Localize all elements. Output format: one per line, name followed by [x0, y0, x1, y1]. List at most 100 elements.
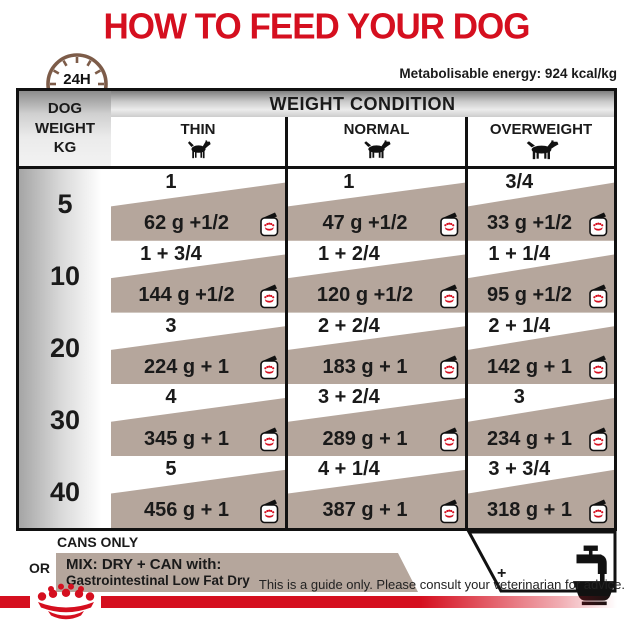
disclaimer-text: This is a guide only. Please consult you… — [258, 577, 625, 592]
column-label-overweight: OVERWEIGHT — [489, 121, 593, 138]
cell-5kg-overweight: 3/4 33 g +1/2 — [465, 169, 614, 241]
dry-amount: 142 g + 1 — [486, 355, 573, 378]
cups-amount: 1 — [343, 171, 355, 193]
cell-20kg-overweight: 2 + 1/4 142 g + 1 — [465, 312, 614, 385]
cans-only-label: CANS ONLY — [57, 534, 139, 550]
dry-amount: 456 g + 1 — [143, 499, 230, 522]
water-badge-outline — [466, 530, 617, 593]
cups-amount: 3 — [165, 314, 177, 337]
cell-30kg-overweight: 3 234 g + 1 — [465, 384, 614, 457]
cell-30kg-normal: 3 + 2/4 289 g + 1 — [285, 384, 465, 457]
dry-amount: 318 g + 1 — [486, 499, 573, 522]
cell-10kg-normal: 1 + 2/4 120 g +1/2 — [285, 240, 465, 313]
cups-amount: 4 + 1/4 — [318, 458, 380, 481]
cups-amount: 2 + 1/4 — [488, 314, 551, 337]
dry-amount: 47 g +1/2 — [322, 212, 408, 235]
table-row-30kg: 30 4 345 g + 1 3 + 2/4 289 g + 1 3 234 g… — [19, 384, 614, 457]
cell-5kg-thin: 1 62 g +1/2 — [111, 169, 285, 241]
can-icon — [258, 283, 280, 309]
cell-20kg-thin: 3 224 g + 1 — [111, 312, 285, 385]
table-row-20kg: 20 3 224 g + 1 2 + 2/4 183 g + 1 2 + 1/4… — [19, 312, 614, 385]
can-icon — [258, 498, 280, 524]
cups-amount: 3 + 2/4 — [318, 386, 380, 409]
weight-value: 40 — [19, 456, 111, 528]
cell-10kg-thin: 1 + 3/4 144 g +1/2 — [111, 240, 285, 313]
table-row-5kg: 5 1 62 g +1/2 1 47 g +1/2 3/4 33 g +1/2 — [19, 169, 614, 241]
clock-24h-icon: 24H — [44, 51, 110, 89]
water-badge: + WATER — [455, 530, 618, 594]
cups-amount: 4 — [165, 386, 177, 409]
column-label-normal: NORMAL — [343, 121, 410, 138]
can-icon — [587, 498, 609, 524]
clock-24h-label: 24H — [63, 71, 91, 88]
can-icon — [438, 283, 460, 309]
can-icon — [438, 426, 460, 452]
cell-5kg-normal: 1 47 g +1/2 — [285, 169, 465, 241]
weight-value: 5 — [19, 169, 111, 241]
cups-amount: 5 — [165, 458, 177, 481]
dry-amount: 387 g + 1 — [322, 499, 408, 522]
or-label: OR — [29, 560, 50, 576]
table-row-40kg: 40 5 456 g + 1 4 + 1/4 387 g + 1 3 + 3/4… — [19, 456, 614, 528]
weight-condition-band: WEIGHT CONDITION — [19, 91, 614, 117]
dog-weight-header-line2: WEIGHT — [35, 119, 95, 137]
thin-dog-icon — [186, 140, 211, 159]
cell-20kg-normal: 2 + 2/4 183 g + 1 — [285, 312, 465, 385]
normal-dog-icon — [362, 140, 391, 159]
can-icon — [438, 354, 460, 380]
dry-amount: 33 g +1/2 — [486, 212, 573, 235]
weight-condition-header: WEIGHT CONDITION — [269, 94, 456, 114]
can-icon — [258, 354, 280, 380]
dry-amount: 144 g +1/2 — [138, 284, 235, 307]
condition-columns-header: THIN NORMAL OVERWEIGHT — [111, 117, 614, 166]
can-icon — [587, 211, 609, 237]
mix-line2: Gastrointestinal Low Fat Dry — [66, 573, 250, 588]
dry-amount: 345 g + 1 — [143, 427, 230, 450]
can-icon — [587, 283, 609, 309]
column-header-overweight: OVERWEIGHT — [465, 117, 614, 166]
table-row-10kg: 10 1 + 3/4 144 g +1/2 1 + 2/4 120 g +1/2… — [19, 240, 614, 313]
can-icon — [258, 426, 280, 452]
weight-value: 30 — [19, 384, 111, 457]
column-header-normal: NORMAL — [285, 117, 465, 166]
can-icon — [258, 211, 280, 237]
can-icon — [587, 354, 609, 380]
water-content: + WATER — [497, 542, 633, 606]
dry-amount: 62 g +1/2 — [143, 212, 230, 235]
cell-30kg-thin: 4 345 g + 1 — [111, 384, 285, 457]
page-title: HOW TO FEED YOUR DOG — [103, 6, 531, 47]
cell-40kg-overweight: 3 + 3/4 318 g + 1 — [465, 456, 614, 528]
dry-amount: 120 g +1/2 — [316, 284, 414, 307]
plus-sign: + — [497, 565, 507, 582]
dry-amount: 183 g + 1 — [322, 355, 408, 378]
cell-40kg-normal: 4 + 1/4 387 g + 1 — [285, 456, 465, 528]
cups-amount: 3 — [513, 386, 525, 409]
weight-value: 10 — [19, 240, 111, 313]
cups-amount: 3/4 — [505, 171, 534, 193]
can-icon — [438, 498, 460, 524]
dog-weight-header-line1: DOG — [47, 100, 83, 118]
can-icon — [587, 426, 609, 452]
column-label-thin: THIN — [180, 121, 216, 138]
cups-amount: 3 + 3/4 — [488, 458, 551, 481]
table-body: 5 1 62 g +1/2 1 47 g +1/2 3/4 33 g +1/2 — [19, 169, 614, 528]
cell-10kg-overweight: 1 + 1/4 95 g +1/2 — [465, 240, 614, 313]
cups-amount: 1 + 3/4 — [140, 242, 202, 265]
table-header: WEIGHT CONDITION DOG WEIGHT KG THIN NORM… — [19, 91, 614, 169]
cell-40kg-thin: 5 456 g + 1 — [111, 456, 285, 528]
red-band-right — [101, 596, 633, 608]
feeding-table: WEIGHT CONDITION DOG WEIGHT KG THIN NORM… — [16, 88, 617, 531]
cups-amount: 1 — [165, 171, 177, 193]
cups-amount: 2 + 2/4 — [318, 314, 380, 337]
dog-weight-header: DOG WEIGHT KG — [19, 91, 111, 166]
mix-option-bar: MIX: DRY + CAN with: Gastrointestinal Lo… — [56, 553, 418, 592]
dry-amount: 224 g + 1 — [143, 355, 230, 378]
cups-amount: 1 + 2/4 — [318, 242, 380, 265]
dog-weight-header-line3: KG — [53, 139, 77, 157]
can-icon — [438, 211, 460, 237]
column-header-thin: THIN — [111, 117, 285, 166]
overweight-dog-icon — [524, 140, 559, 160]
dry-amount: 234 g + 1 — [486, 427, 573, 450]
royal-canin-crown-logo — [31, 583, 101, 623]
